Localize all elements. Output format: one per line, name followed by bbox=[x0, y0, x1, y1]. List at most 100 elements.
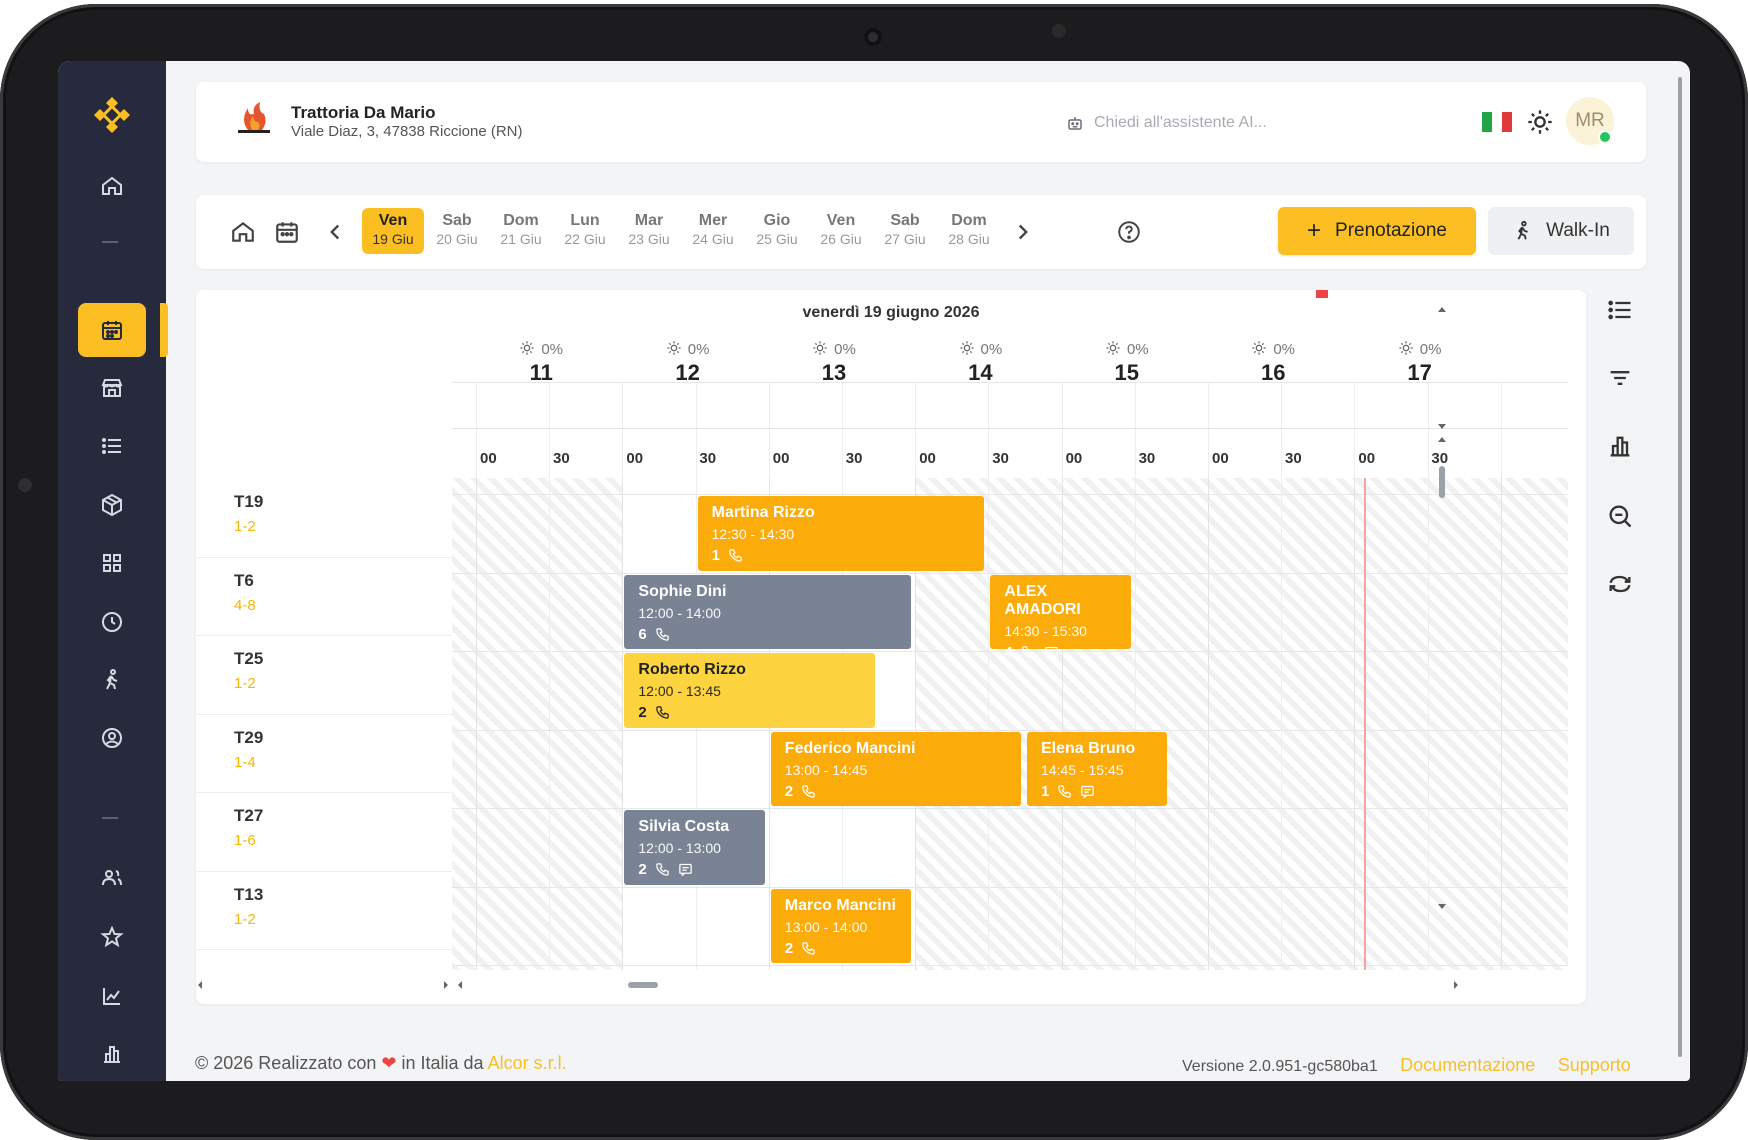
ai-assistant-input[interactable]: Chiedi all'assistente AI... bbox=[1054, 106, 1458, 140]
minute-label: 30 bbox=[699, 450, 717, 467]
nav-store[interactable] bbox=[78, 361, 146, 415]
nav-customers[interactable] bbox=[78, 851, 146, 905]
nav-reports[interactable] bbox=[78, 1027, 146, 1081]
hour-number: 14 bbox=[968, 360, 993, 385]
nav-home[interactable] bbox=[78, 159, 146, 213]
nav-inventory[interactable] bbox=[78, 478, 146, 532]
day-selector-4[interactable]: Mar 23 Giu bbox=[618, 208, 680, 254]
horizontal-scrollbar[interactable] bbox=[196, 978, 1586, 992]
today-home-icon[interactable] bbox=[230, 219, 256, 245]
italian-flag-icon[interactable] bbox=[1482, 112, 1512, 132]
nav-analytics[interactable] bbox=[78, 969, 146, 1023]
reservation-card[interactable]: Marco Mancini 13:00 - 14:00 2 bbox=[770, 888, 912, 963]
grid-line bbox=[1134, 478, 1136, 970]
chevron-right-icon[interactable] bbox=[1010, 219, 1036, 245]
reservation-card[interactable]: Sophie Dini 12:00 - 14:00 6 bbox=[624, 574, 912, 649]
store-icon bbox=[101, 379, 123, 397]
nav-history[interactable] bbox=[78, 595, 146, 649]
theme-toggle-sun-icon[interactable] bbox=[1526, 108, 1554, 136]
day-selector-6[interactable]: Gio 25 Giu bbox=[746, 208, 808, 254]
header-divider bbox=[452, 428, 1568, 429]
day-selector-3[interactable]: Lun 22 Giu bbox=[554, 208, 616, 254]
phone-icon bbox=[655, 863, 669, 876]
hour-header: 0% 12 bbox=[614, 336, 760, 428]
reservation-card[interactable]: Federico Mancini 13:00 - 14:45 2 bbox=[770, 731, 1021, 806]
restaurant-logo bbox=[234, 100, 274, 140]
reservation-name: Sophie Dini bbox=[638, 582, 727, 600]
nav-reviews[interactable] bbox=[78, 910, 146, 964]
reservation-card[interactable]: Roberto Rizzo 12:00 - 13:45 2 bbox=[624, 653, 875, 728]
day-selector-2[interactable]: Dom 21 Giu bbox=[490, 208, 552, 254]
table-row[interactable]: T6 4-8 bbox=[196, 557, 452, 636]
phone-icon bbox=[1021, 645, 1035, 659]
day-selector-9[interactable]: Dom 28 Giu bbox=[938, 208, 1000, 254]
grid-line bbox=[622, 382, 624, 478]
reservation-card[interactable]: ALEX AMADORI 14:30 - 15:30 4 bbox=[990, 574, 1131, 661]
date-picker-calendar-icon[interactable] bbox=[274, 219, 300, 245]
day-selector-7[interactable]: Ven 26 Giu bbox=[810, 208, 872, 254]
reservation-time: 13:00 - 14:45 bbox=[784, 761, 868, 778]
timeline-grid[interactable]: Martina Rizzo 12:30 - 14:30 1 Sophie Dini 12… bbox=[452, 336, 1568, 986]
timeline-cells[interactable]: Martina Rizzo 12:30 - 14:30 1 Sophie Dini 12… bbox=[452, 382, 1568, 970]
reservation-time: 13:00 - 14:00 bbox=[784, 918, 868, 935]
nav-calendar[interactable] bbox=[78, 303, 146, 357]
app-logo-icon[interactable] bbox=[92, 95, 132, 135]
grid-icon bbox=[103, 554, 121, 572]
nav-account[interactable] bbox=[78, 711, 146, 765]
list-icon bbox=[102, 438, 121, 454]
hour-header: 0% 14 bbox=[907, 336, 1053, 428]
reservation-card[interactable]: Elena Bruno 14:45 - 15:45 1 bbox=[1027, 731, 1168, 806]
nav-walkin[interactable] bbox=[78, 653, 146, 707]
table-name: T19 bbox=[234, 492, 264, 511]
hour-occupancy: 0% bbox=[1273, 341, 1296, 358]
minute-label: 00 bbox=[626, 450, 644, 467]
day-selector-1[interactable]: Sab 20 Giu bbox=[426, 208, 488, 254]
grid-line bbox=[842, 382, 843, 478]
reservation-name: Marco Mancini bbox=[784, 896, 896, 914]
hour-occupancy: 0% bbox=[834, 341, 856, 358]
refresh-icon[interactable] bbox=[1606, 570, 1634, 598]
copyright-mid-text: in Italia da bbox=[401, 1053, 484, 1073]
support-link[interactable]: Supporto bbox=[1557, 1055, 1631, 1075]
day-selector-5[interactable]: Mer 24 Giu bbox=[682, 208, 744, 254]
walking-icon bbox=[1517, 220, 1529, 240]
user-avatar[interactable]: MR bbox=[1566, 97, 1614, 145]
walk-in-label: Walk-In bbox=[1546, 220, 1610, 241]
day-selector-0[interactable]: Ven 19 Giu bbox=[362, 208, 424, 254]
docs-link[interactable]: Documentazione bbox=[1400, 1055, 1536, 1075]
table-row[interactable]: T19 1-2 bbox=[196, 478, 452, 558]
reservation-card[interactable]: Silvia Costa 12:00 - 13:00 2 bbox=[624, 810, 765, 885]
grid-line bbox=[1208, 382, 1209, 478]
hour-number: 13 bbox=[821, 360, 847, 385]
page-scrollbar[interactable] bbox=[1676, 71, 1684, 1071]
table-capacity: 1-2 bbox=[234, 910, 256, 928]
help-icon[interactable] bbox=[1116, 219, 1142, 245]
reservation-guests: 1 bbox=[711, 547, 720, 564]
table-row[interactable]: T29 1-4 bbox=[196, 714, 452, 793]
vertical-scrollbar[interactable] bbox=[1437, 304, 1447, 964]
list-view-icon[interactable] bbox=[1606, 296, 1634, 324]
company-link[interactable]: Alcor s.r.l. bbox=[487, 1053, 567, 1073]
table-row[interactable]: T27 1-6 bbox=[196, 792, 452, 872]
sun-icon bbox=[1398, 340, 1414, 356]
nav-list[interactable] bbox=[78, 419, 146, 473]
new-booking-button[interactable]: + Prenotazione bbox=[1278, 207, 1476, 255]
chevron-left-icon[interactable] bbox=[322, 219, 348, 245]
day-selector-8[interactable]: Sab 27 Giu bbox=[874, 208, 936, 254]
ai-assistant-placeholder: Chiedi all'assistente AI... bbox=[1094, 114, 1267, 131]
reservation-time: 12:00 - 13:45 bbox=[638, 683, 721, 699]
hour-weather: 0% bbox=[761, 340, 907, 358]
table-row[interactable]: T25 1-2 bbox=[196, 635, 452, 715]
tablet-frame: Trattoria Da Mario Viale Diaz, 3, 47838 … bbox=[0, 4, 1748, 1140]
day-name: Dom bbox=[503, 212, 539, 229]
table-name: T29 bbox=[234, 727, 264, 747]
nav-grid[interactable] bbox=[78, 536, 146, 590]
stats-bar-chart-icon[interactable] bbox=[1606, 432, 1634, 460]
walk-in-button[interactable]: Walk-In bbox=[1488, 207, 1634, 255]
zoom-search-icon[interactable] bbox=[1606, 502, 1634, 530]
reservation-card[interactable]: Martina Rizzo 12:30 - 14:30 1 bbox=[697, 496, 985, 571]
day-name: Sab bbox=[890, 212, 920, 229]
grid-line bbox=[1500, 382, 1502, 478]
filter-icon[interactable] bbox=[1606, 364, 1634, 392]
table-row[interactable]: T13 1-2 bbox=[196, 871, 452, 950]
